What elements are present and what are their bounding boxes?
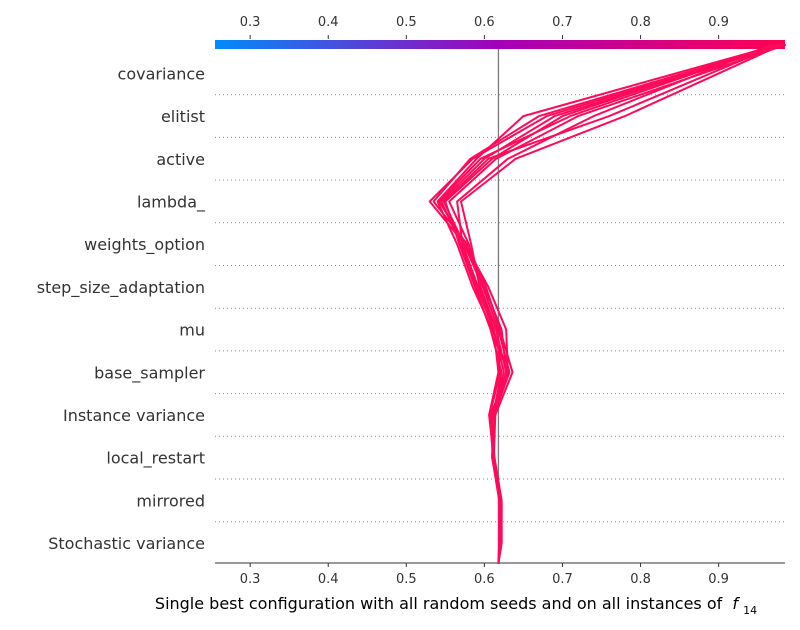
top-tick-label: 0.7 (552, 15, 573, 30)
feature-label: base_sampler (94, 363, 205, 383)
top-tick-label: 0.5 (396, 15, 417, 30)
x-axis-label-math: f (732, 594, 740, 613)
bottom-tick-label: 0.4 (318, 572, 339, 587)
decision-lines (428, 44, 786, 564)
bottom-tick-label: 0.5 (396, 572, 417, 587)
top-tick-label: 0.8 (630, 15, 651, 30)
feature-gridlines (215, 94, 785, 523)
top-tick-label: 0.6 (474, 15, 495, 30)
feature-label: step_size_adaptation (37, 278, 205, 298)
feature-label: active (156, 150, 205, 169)
bottom-tick-label: 0.9 (708, 572, 729, 587)
top-axis-tick-labels: 0.3 0.4 0.5 0.6 0.7 0.8 0.9 (240, 15, 729, 39)
feature-label: elitist (161, 107, 205, 126)
x-axis-label: Single best configuration with all rando… (155, 594, 757, 617)
bottom-axis: 0.3 0.4 0.5 0.6 0.7 0.8 0.9 (215, 562, 785, 587)
feature-label: local_restart (106, 449, 205, 469)
feature-label: mu (179, 321, 205, 340)
decision-line (460, 44, 783, 564)
decision-line (448, 44, 786, 564)
feature-labels: covariance elitist active lambda_ weights_op… (37, 64, 206, 553)
feature-label: weights_option (84, 235, 205, 255)
decision-line (456, 44, 773, 564)
bottom-tick-label: 0.8 (630, 572, 651, 587)
bottom-tick-label: 0.7 (552, 572, 573, 587)
colorbar-bar (215, 40, 785, 49)
x-axis-label-subscript: 14 (743, 604, 757, 617)
decision-line (438, 44, 778, 564)
feature-label: Stochastic variance (48, 534, 205, 553)
top-tick-label: 0.4 (318, 15, 339, 30)
decision-line (442, 44, 779, 564)
x-axis-label-text: Single best configuration with all rando… (155, 594, 723, 613)
bottom-tick-label: 0.3 (240, 572, 261, 587)
feature-label: Instance variance (63, 406, 205, 425)
feature-label: mirrored (136, 491, 205, 510)
top-tick-label: 0.3 (240, 15, 261, 30)
feature-label: lambda_ (137, 192, 206, 212)
feature-label: covariance (118, 64, 205, 83)
colorbar (215, 40, 785, 49)
bottom-tick-label: 0.6 (474, 572, 495, 587)
top-tick-label: 0.9 (708, 15, 729, 30)
